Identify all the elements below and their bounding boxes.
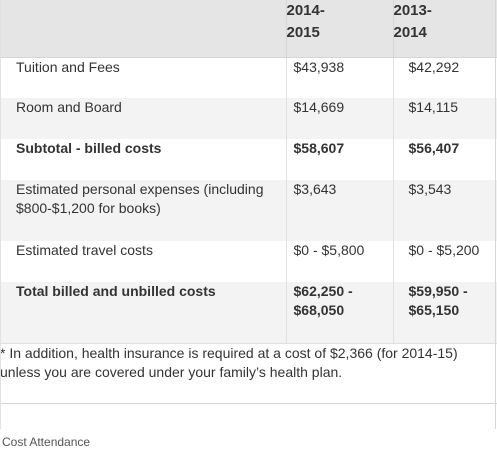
row-value-2013-2014: $14,115 [392,98,497,139]
header-2014-2015: 2014- 2015 [285,0,393,58]
row-value-2014-2015: $58,607 [285,139,393,180]
header-2013-2014-line1: 2013- [393,2,432,19]
row-value-2013-2014: $0 - $5,200 [392,241,497,282]
row-value-2013-2014: $59,950 - $65,150 [392,282,497,343]
footnote: * In addition, health insurance is requi… [0,342,497,404]
header-2013-2014: 2013- 2014 [392,0,497,58]
row-value-2014-2015: $62,250 - $68,050 [285,282,393,343]
header-2014-2015-line1: 2014- [286,2,325,19]
table-row: Estimated travel costs $0 - $5,800 $0 - … [0,241,497,282]
row-label-travel: Estimated travel costs [16,242,153,258]
table-row: Estimated personal expenses (including $… [0,180,497,241]
row-value-2013-2014: $56,407 [392,139,497,180]
row-value-2013-2014: $3,543 [392,180,497,241]
row-label-personal-expenses: Estimated personal expenses (including $… [0,180,286,241]
table-row: Total billed and unbilled costs $62,250 … [0,282,497,343]
row-value-2014-2015: $43,938 [285,57,393,98]
header-blank [0,0,286,58]
table-row: Tuition and Fees $43,938 $42,292 [0,57,497,98]
table-row: Room and Board $14,669 $14,115 [0,98,497,139]
row-value-2014-2015: $14,669 [285,98,393,139]
header-2013-2014-line2: 2014 [393,24,427,41]
header-2014-2015-line2: 2015 [286,24,320,41]
figure-caption: Cost Attendance [2,435,91,449]
table-row: Subtotal - billed costs $58,607 $56,407 [0,139,497,180]
row-label-total: Total billed and unbilled costs [0,282,286,343]
row-value-2014-2015: $3,643 [285,180,393,241]
row-value-2014-2015: $0 - $5,800 [285,241,393,282]
table-header-row: 2014- 2015 2013- 2014 [0,0,497,58]
cost-table: 2014- 2015 2013- 2014 Tuition and Fees $… [0,0,497,404]
row-label-tuition: Tuition and Fees [16,58,120,75]
row-label-subtotal: Subtotal - billed costs [16,140,162,156]
row-value-2013-2014: $42,292 [392,57,497,98]
footnote-row: * In addition, health insurance is requi… [0,342,497,404]
row-label-room-board: Room and Board [0,98,286,139]
